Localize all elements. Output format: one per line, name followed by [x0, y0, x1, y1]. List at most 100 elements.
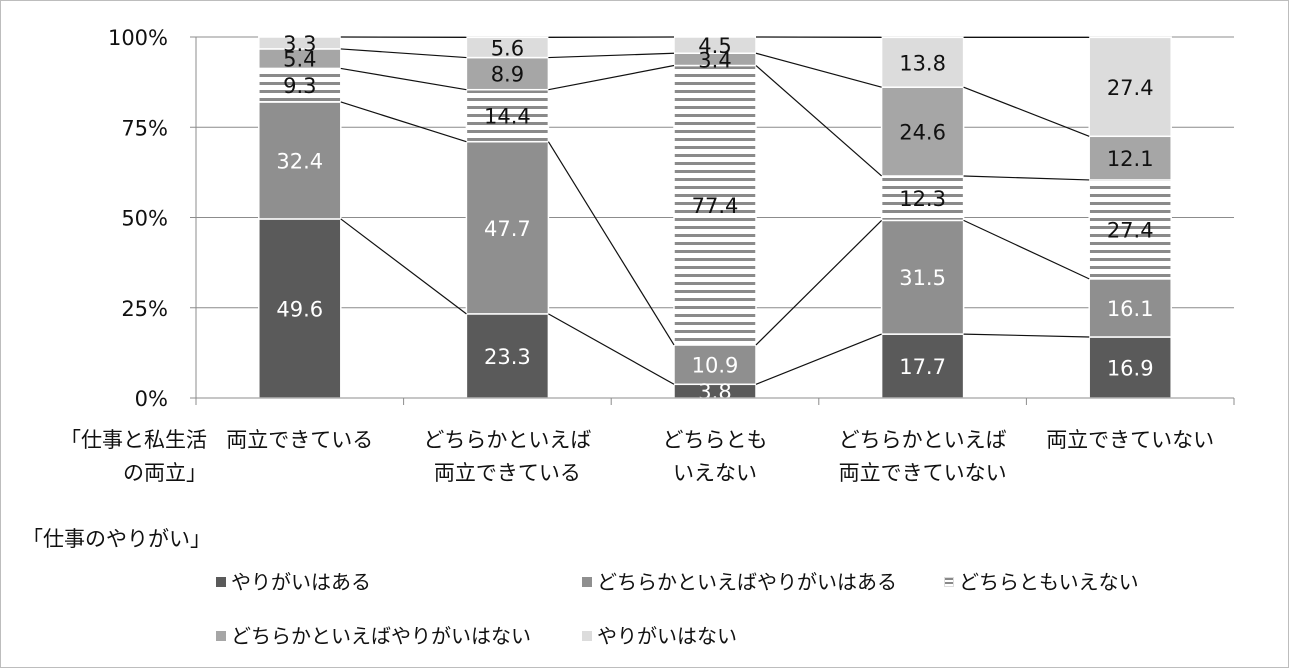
x-category-label-line: いえない [673, 461, 757, 485]
series-connector [547, 141, 675, 346]
data-label: 31.5 [899, 266, 946, 290]
x-category-label: どちらかといえば 両立できている [397, 424, 617, 490]
x-category-label: 両立できていない [1020, 424, 1240, 457]
series-connector [340, 48, 467, 59]
bar-segment [673, 64, 757, 346]
bars [258, 36, 1172, 399]
data-label: 12.1 [1107, 147, 1154, 171]
bar-segment [880, 86, 965, 177]
data-label: 13.8 [899, 51, 946, 75]
data-label: 32.4 [276, 149, 323, 173]
x-category-label-line: 両立できている [226, 428, 374, 452]
data-label: 23.3 [484, 345, 531, 369]
data-label: 3.8 [698, 380, 731, 404]
legend-item: どちらかといえばやりがいはない [216, 624, 531, 648]
x-axis-title-line-2: の両立」 [123, 461, 207, 485]
data-label: 77.4 [692, 194, 739, 218]
x-category-label-line: どちらかといえば [838, 428, 1007, 452]
axes: 0% 25% 50% 75% 100% [108, 26, 1235, 411]
x-category-label: どちらとも いえない [605, 424, 825, 490]
connector-lines [340, 36, 1090, 385]
bar-segment [1088, 278, 1172, 338]
series-connector [548, 52, 675, 59]
bar-segment [880, 175, 965, 222]
data-label: 16.1 [1107, 297, 1154, 321]
data-label: 27.4 [1107, 218, 1154, 242]
data-label: 12.3 [899, 187, 946, 211]
x-category-label: どちらかといえば 両立できていない [813, 424, 1033, 490]
series-connector [340, 101, 467, 143]
bar-segment [465, 56, 550, 91]
legend-item: どちらかといえばやりがいはある [582, 570, 897, 594]
bar-segment [1088, 135, 1172, 181]
data-label: 17.7 [899, 355, 946, 379]
legend-swatch [216, 577, 226, 587]
data-label: 27.4 [1107, 76, 1154, 100]
bar-segment [258, 36, 342, 50]
data-label: 4.5 [698, 34, 731, 58]
bar-segment [880, 219, 965, 335]
legend-label: やりがいはない [597, 624, 737, 648]
bar-segment [1088, 336, 1172, 399]
data-label: 47.7 [484, 217, 531, 241]
x-axis-title: 「仕事と私生活 の両立」 [22, 424, 207, 490]
legend-item: どちらともいえない [944, 570, 1139, 594]
y-tick-label: 100% [108, 26, 168, 50]
y-tick-label: 0% [135, 387, 168, 411]
x-category-label-line: どちらとも [662, 428, 768, 452]
data-label: 10.9 [692, 354, 739, 378]
bar-segment [673, 344, 757, 386]
y-tick-label: 25% [121, 297, 168, 321]
series-connector [548, 64, 675, 91]
x-axis-title-line-1: 「仕事と私生活 [60, 428, 207, 452]
series-connector [755, 52, 882, 88]
data-label: 14.4 [484, 105, 531, 129]
data-label: 9.3 [283, 74, 316, 98]
x-category-label-line: 両立できている [433, 461, 581, 485]
series-connector [963, 86, 1090, 137]
series-connector [755, 333, 882, 385]
y-tick-label: 75% [121, 116, 168, 140]
series-connector [963, 219, 1090, 280]
bar-segment [258, 67, 342, 103]
x-category-label-line: 両立できていない [1046, 428, 1215, 452]
x-category-label-line: 両立できていない [838, 461, 1007, 485]
data-label: 16.9 [1107, 356, 1154, 380]
data-label: 3.4 [698, 48, 731, 72]
data-label: 3.3 [283, 32, 316, 56]
legend-swatch [582, 577, 592, 587]
legend-swatch [582, 631, 592, 641]
series-connector [340, 218, 467, 315]
bar-segment [1088, 179, 1172, 280]
bar-segment [465, 140, 550, 315]
legend-label: やりがいはある [231, 570, 371, 594]
data-label: 5.6 [491, 36, 524, 60]
series-group-title: 「仕事のやりがい」 [22, 527, 211, 551]
legend-item: やりがいはない [582, 624, 737, 648]
bar-segment [258, 218, 342, 399]
data-label: 5.4 [283, 48, 316, 72]
x-category-label-line: どちらかといえば [423, 428, 592, 452]
y-tick-label: 50% [121, 207, 168, 231]
data-label: 8.9 [491, 63, 524, 87]
bar-segment [673, 36, 757, 54]
legend-label: どちらともいえない [959, 570, 1139, 594]
bar-segment [465, 313, 550, 399]
series-connector [755, 65, 882, 177]
series-connector [963, 333, 1090, 338]
bar-segment [465, 88, 550, 143]
series-connector [340, 67, 467, 91]
data-label: 49.6 [276, 297, 323, 321]
bar-segment [465, 36, 550, 59]
legend-label: どちらかといえばやりがいはない [231, 624, 531, 648]
series-connector [963, 175, 1090, 181]
data-label: 24.6 [899, 121, 946, 145]
data-labels: 49.6 32.4 9.35.43.3 23.3 47.7 14.4 8.9 5.6 3.810… [276, 32, 1153, 404]
series-connector [548, 313, 675, 385]
bar-segment [880, 36, 965, 88]
legend-swatch [944, 577, 954, 587]
x-category-label: 両立できている [190, 424, 410, 457]
series-connector [755, 219, 883, 346]
